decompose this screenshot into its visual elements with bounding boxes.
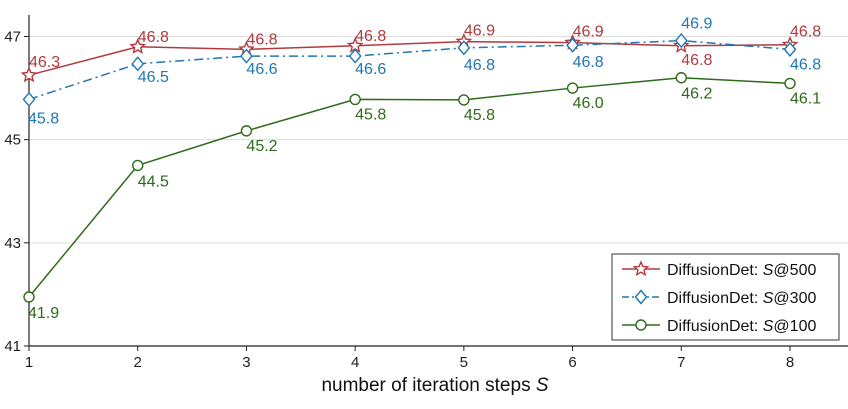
data-point-circle [349,93,361,106]
data-label: 45.2 [246,138,277,155]
data-label: 46.3 [29,54,60,71]
data-label: 46.5 [138,69,169,86]
data-label: 46.8 [355,28,386,45]
legend-marker-circle [635,319,647,331]
data-point-star [20,66,38,83]
data-point-circle [566,82,579,94]
data-point-circle [23,291,35,303]
x-tick-label: 8 [786,354,794,371]
data-point-diamond [348,48,362,64]
data-label: 46.8 [573,54,604,71]
series-line [28,40,791,76]
y-tick-label: 47 [4,28,21,45]
data-point-circle [675,72,687,84]
legend: DiffusionDet: S@500 DiffusionDet: S@300 Di… [611,253,840,341]
series-line [28,39,791,101]
series-group [20,32,799,303]
data-label: 46.8 [681,52,712,69]
data-label: 45.8 [28,110,59,127]
legend-label: DiffusionDet: S@300 [667,290,816,307]
data-label: 46.8 [790,24,821,41]
data-label: 46.8 [138,29,169,46]
data-label: 46.8 [246,31,277,48]
data-point-diamond [457,40,471,56]
legend-item: DiffusionDet: S@300 [622,289,816,307]
data-point-star [129,38,147,54]
legend-marker-diamond [634,289,648,305]
data-label: 45.8 [464,107,495,124]
y-tick-label: 45 [4,132,21,149]
data-label: 46.9 [573,24,604,41]
x-tick-label: 4 [351,354,359,371]
legend-label: DiffusionDet: S@100 [667,318,816,335]
data-label: 45.8 [355,106,386,123]
data-point-diamond [240,48,253,64]
x-tick-label: 6 [568,354,576,371]
series-circle [23,72,796,303]
data-point-circle [132,159,144,172]
data-point-circle [458,94,470,106]
series-diamond [22,33,797,107]
grid-lines [29,35,848,244]
data-label: 46.2 [681,86,712,103]
legend-label: DiffusionDet: S@500 [667,262,816,279]
legend-item: DiffusionDet: S@100 [622,318,816,335]
x-tick-label: 7 [677,354,685,371]
x-axis-title: number of iteration steps S [321,375,548,396]
y-tick-label: 41 [4,338,21,355]
x-tick-label: 1 [25,354,33,371]
x-tick-label: 2 [134,354,142,371]
data-labels: 46.3 46.8 46.8 46.8 46.9 46.9 46.8 46.8 45.8 46.5… [28,16,821,322]
data-label: 46.9 [681,16,712,33]
data-point-circle [784,77,796,90]
data-point-circle [240,125,253,137]
data-label: 46.9 [464,23,495,40]
data-point-diamond [22,91,36,107]
data-label: 41.9 [28,305,59,322]
data-point-diamond [783,41,797,57]
data-label: 46.8 [464,57,495,74]
data-point-diamond [674,33,688,49]
legend-item: DiffusionDet: S@500 [622,260,816,279]
legend-marker-star [632,260,650,277]
data-point-diamond [566,37,579,53]
series-line [28,76,791,298]
data-label: 46.8 [790,56,821,73]
data-label: 44.5 [138,173,169,190]
data-label: 46.6 [246,61,277,78]
y-tick-label: 43 [4,235,21,252]
data-label: 46.1 [790,90,821,107]
x-tick-label: 5 [460,354,468,371]
data-label: 46.0 [573,95,604,112]
data-label: 46.6 [355,61,386,78]
data-point-diamond [131,56,145,72]
x-tick-label: 3 [242,354,250,371]
